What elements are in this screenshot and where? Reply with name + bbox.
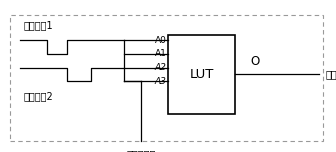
Text: A1: A1 <box>155 49 166 59</box>
Text: 信号输入2: 信号输入2 <box>24 92 53 102</box>
Bar <box>10 15 323 141</box>
Text: 信号输出: 信号输出 <box>326 69 336 79</box>
Text: 信号输入1: 信号输入1 <box>24 20 53 30</box>
Text: O: O <box>251 55 260 68</box>
Bar <box>168 35 235 114</box>
Text: LUT: LUT <box>190 68 214 81</box>
Text: A3: A3 <box>155 77 166 86</box>
Text: A0: A0 <box>155 36 166 45</box>
Text: 信号控制端: 信号控制端 <box>126 149 156 152</box>
Text: A2: A2 <box>155 63 166 72</box>
